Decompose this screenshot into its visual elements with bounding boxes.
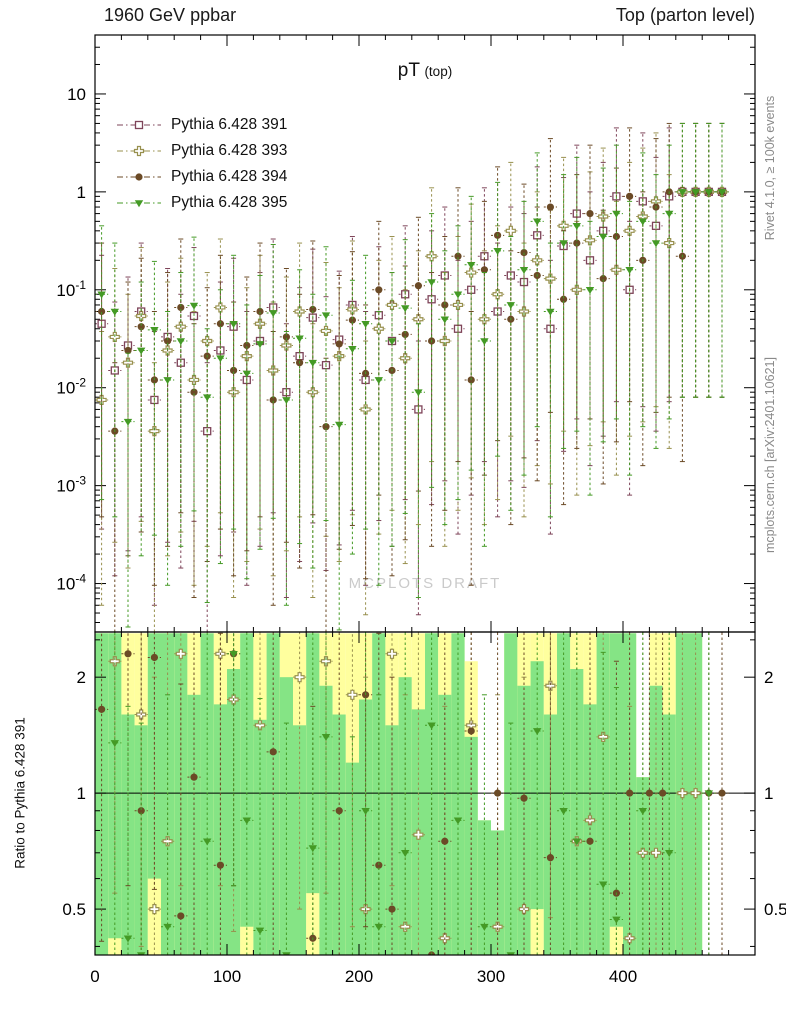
legend-marker-triangle-down-filled-icon: [117, 200, 161, 208]
svg-text:400: 400: [609, 967, 637, 986]
svg-text:10: 10: [67, 85, 86, 104]
legend-marker-square-open-icon: [117, 120, 161, 130]
legend-item-2: Pythia 6.428 393: [116, 138, 287, 164]
rivet-version-caption: Rivet 4.1.0, ≥ 100k events: [763, 95, 777, 241]
plot-title: pT (top): [95, 60, 755, 82]
svg-text:1: 1: [764, 784, 773, 803]
svg-text:2: 2: [764, 668, 773, 687]
svg-text:100: 100: [213, 967, 241, 986]
mcplots-arxiv-caption: mcplots.cern.ch [arXiv:2401.10621]: [763, 357, 777, 553]
svg-text:10-4: 10-4: [56, 572, 86, 594]
legend-item-1: Pythia 6.428 391: [116, 112, 287, 138]
legend-label-4: Pythia 6.428 395: [171, 194, 288, 211]
plot-title-main: pT: [397, 60, 420, 81]
legend: Pythia 6.428 391 Pythia 6.428 393 Pythia 6…: [116, 112, 287, 216]
header-process-label: Top (parton level): [615, 5, 755, 25]
svg-text:10-1: 10-1: [56, 278, 86, 300]
svg-text:0.5: 0.5: [62, 900, 86, 919]
svg-text:10-2: 10-2: [56, 376, 86, 398]
ratio-axis-label: Ratio to Pythia 6.428 391: [12, 717, 28, 869]
legend-item-3: Pythia 6.428 394: [116, 164, 287, 190]
svg-text:1: 1: [77, 183, 86, 202]
legend-marker-cross-open-icon: [117, 145, 161, 157]
svg-text:2: 2: [77, 668, 86, 687]
legend-marker-circle-filled-icon: [117, 173, 161, 181]
legend-label-1: Pythia 6.428 391: [171, 116, 288, 133]
svg-text:10-3: 10-3: [56, 474, 86, 496]
legend-label-2: Pythia 6.428 393: [171, 142, 288, 159]
svg-text:1: 1: [77, 784, 86, 803]
header-beam-label: 1960 GeV ppbar: [104, 5, 237, 25]
plot-title-sub: (top): [424, 64, 453, 79]
legend-item-4: Pythia 6.428 395: [116, 190, 287, 216]
legend-label-3: Pythia 6.428 394: [171, 168, 288, 185]
svg-text:300: 300: [477, 967, 505, 986]
watermark-text: MCPLOTS DRAFT: [348, 575, 502, 592]
svg-text:0: 0: [90, 967, 99, 986]
svg-text:200: 200: [345, 967, 373, 986]
svg-text:0.5: 0.5: [764, 900, 786, 919]
